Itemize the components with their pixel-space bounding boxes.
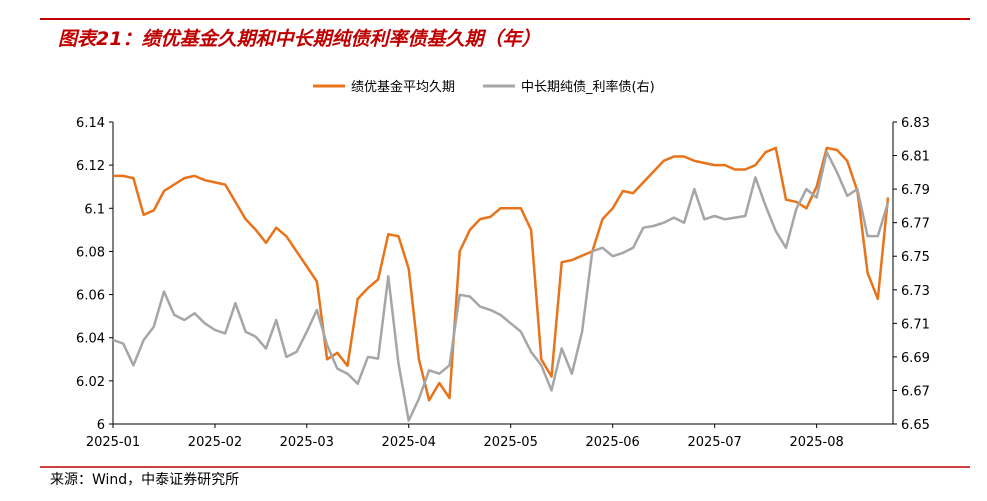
y2-tick-label: 6.69 xyxy=(901,351,930,366)
y-tick-label: 6.14 xyxy=(76,116,105,131)
y2-tick-label: 6.81 xyxy=(901,150,930,165)
series-line xyxy=(113,146,890,402)
y2-tick-label: 6.83 xyxy=(901,116,930,131)
x-tick-label: 2025-02 xyxy=(188,435,242,450)
x-tick-label: 2025-05 xyxy=(484,435,538,450)
series-line xyxy=(112,150,890,422)
y2-tick-label: 6.79 xyxy=(901,183,930,198)
y-tick-label: 6 xyxy=(97,418,105,433)
y2-tick-label: 6.77 xyxy=(901,217,930,232)
y-tick-label: 6.06 xyxy=(76,289,105,304)
y2-tick-label: 6.75 xyxy=(901,250,930,265)
x-tick-label: 2025-08 xyxy=(789,435,843,450)
y2-tick-label: 6.73 xyxy=(901,284,930,299)
y2-tick-label: 6.71 xyxy=(901,317,930,332)
y-tick-label: 6.12 xyxy=(76,159,105,174)
x-tick-label: 2025-07 xyxy=(687,435,741,450)
y2-tick-label: 6.65 xyxy=(901,418,930,433)
legend-label: 绩优基金平均久期 xyxy=(351,79,455,95)
legend-label: 中长期纯债_利率债(右) xyxy=(521,79,655,95)
x-tick-label: 2025-06 xyxy=(586,435,640,450)
source: 来源：Wind，中泰证券研究所 xyxy=(50,472,239,488)
chart-title: 图表21：绩优基金久期和中长期纯债利率债基久期（年） xyxy=(58,28,540,50)
y-tick-label: 6.08 xyxy=(76,245,105,260)
y-tick-label: 6.04 xyxy=(76,332,105,347)
x-tick-label: 2025-01 xyxy=(86,435,140,450)
y2-tick-label: 6.67 xyxy=(901,384,930,399)
y-tick-label: 6.1 xyxy=(84,202,105,217)
x-tick-label: 2025-03 xyxy=(280,435,334,450)
y-tick-label: 6.02 xyxy=(76,375,105,390)
x-tick-label: 2025-04 xyxy=(382,435,436,450)
